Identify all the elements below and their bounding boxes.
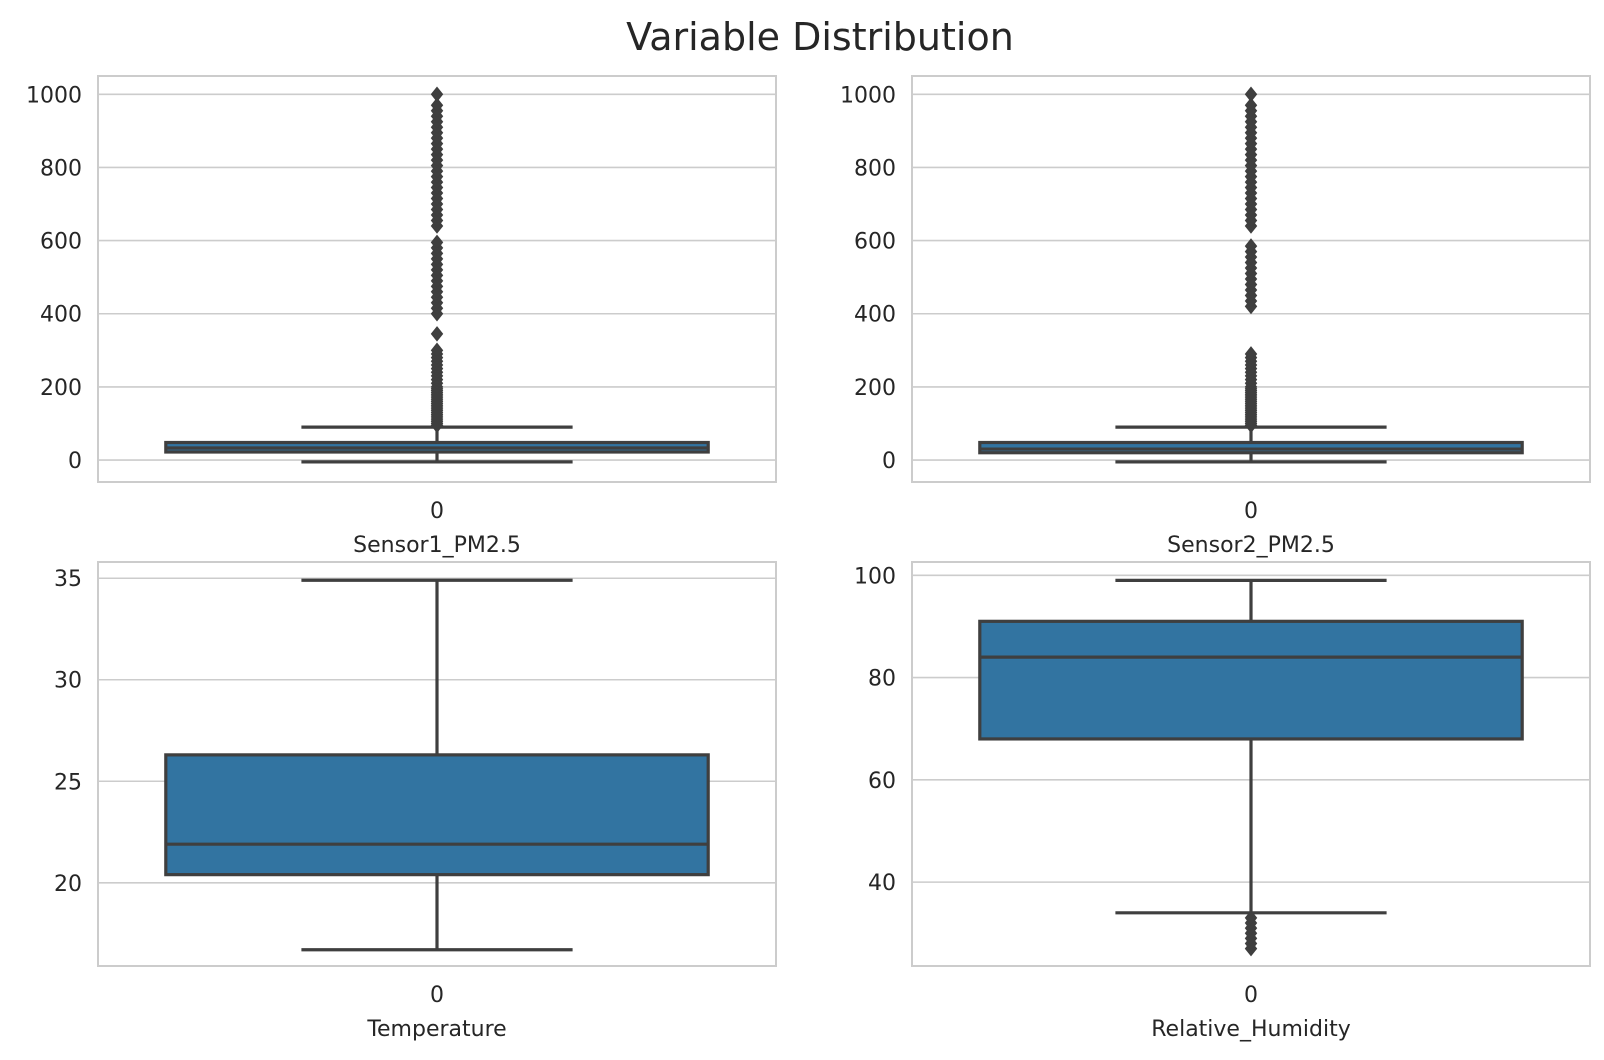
box-iqr	[978, 619, 1524, 741]
x-axis-label: Relative_Humidity	[1151, 1017, 1350, 1042]
ytick-label: 30	[54, 669, 82, 694]
axes-frame	[97, 561, 777, 967]
subplot-3: 20 25 30 35 0 Temperature	[54, 561, 777, 1042]
ytick-label: 25	[54, 770, 82, 795]
outlier-point	[430, 86, 444, 103]
ytick-label: 0	[68, 449, 82, 474]
xtick-label: 0	[430, 983, 444, 1008]
ytick-label: 400	[854, 303, 896, 328]
panels: 020040060080010000Sensor1_PM2.5020040060…	[26, 75, 1591, 1042]
figure-title: Variable Distribution	[626, 15, 1014, 59]
outlier-point	[430, 97, 444, 114]
ytick-label: 1000	[840, 83, 896, 108]
outlier-point	[430, 342, 444, 359]
box-iqr	[164, 753, 710, 877]
outlier-point	[430, 234, 444, 251]
subplot-4: 40 60 80 100 0 Relative_Humidity	[854, 561, 1591, 1042]
ytick-label: 600	[854, 230, 896, 255]
ytick-label: 0	[882, 449, 896, 474]
outlier-point	[430, 326, 444, 342]
x-axis-label: Temperature	[366, 1017, 506, 1042]
ytick-label: 40	[868, 871, 896, 896]
ytick-label: 200	[40, 376, 82, 401]
outlier-point	[1244, 86, 1258, 103]
ytick-label: 100	[854, 564, 896, 589]
ytick-label: 800	[854, 156, 896, 181]
xtick-label: 0	[1244, 499, 1258, 524]
outlier-point	[1244, 238, 1258, 254]
ytick-label: 600	[40, 230, 82, 255]
xtick-label: 0	[430, 499, 444, 524]
ytick-label: 80	[868, 667, 896, 692]
subplot-1: 0 200 400 600 800 1000 0 Sensor1_PM2.5	[26, 75, 777, 558]
ytick-label: 800	[40, 156, 82, 181]
axes-frame	[911, 75, 1591, 483]
x-axis-label: Sensor1_PM2.5	[353, 533, 521, 558]
axes-frame	[97, 75, 777, 483]
ytick-label: 60	[868, 769, 896, 794]
ytick-label: 400	[40, 303, 82, 328]
xtick-label: 0	[1244, 983, 1258, 1008]
axes-frame	[911, 561, 1591, 967]
ytick-label: 35	[54, 567, 82, 592]
subplot-2: 0 200 400 600 800 1000 0 Sensor2_PM2.5	[840, 75, 1591, 558]
ytick-label: 1000	[26, 83, 82, 108]
outlier-point	[1244, 346, 1258, 362]
x-axis-label: Sensor2_PM2.5	[1167, 533, 1335, 558]
ytick-label: 200	[854, 376, 896, 401]
outlier-point	[1244, 910, 1258, 926]
outlier-point	[1244, 97, 1258, 114]
ytick-label: 20	[54, 872, 82, 897]
